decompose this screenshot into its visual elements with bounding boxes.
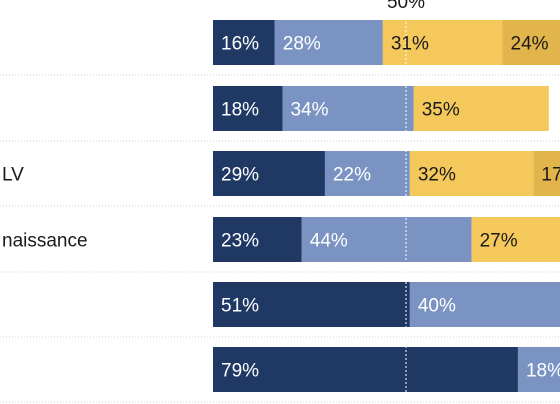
bar-segment (213, 282, 410, 327)
row-label: LV (2, 165, 24, 186)
bar-segment (213, 86, 283, 131)
bar-value-label: 18% (221, 100, 259, 121)
bar-segment (409, 282, 560, 327)
bar-segment (409, 151, 534, 196)
bar-value-label: 34% (290, 100, 328, 121)
bar-value-label: 79% (221, 361, 259, 382)
bar-value-label: 32% (418, 165, 456, 186)
bar-value-label: 29% (221, 165, 259, 186)
bar-value-label: 28% (283, 34, 321, 55)
bar-segment (324, 151, 410, 196)
bar-value-label: 24% (511, 34, 549, 55)
bar-segment (413, 86, 549, 131)
bar-segment (471, 217, 560, 262)
midline-label: 50% (387, 0, 425, 13)
bar-value-label: 35% (422, 100, 460, 121)
bar-segment (533, 151, 560, 196)
bars-layer (213, 20, 560, 392)
bar-segment (213, 151, 325, 196)
bar-value-label: 51% (221, 296, 259, 317)
row-label: naissance (2, 231, 88, 252)
bar-segment (282, 86, 414, 131)
bar-segment (213, 217, 302, 262)
bar-value-label: 23% (221, 231, 259, 252)
bar-segment (502, 20, 560, 65)
bar-value-label: 31% (391, 34, 429, 55)
bar-value-label: 16% (221, 34, 259, 55)
bar-value-label: 40% (418, 296, 456, 317)
row-dividers (0, 74, 560, 403)
bar-value-label: 22% (333, 165, 371, 186)
bar-segment (382, 20, 503, 65)
bar-value-label: 44% (310, 231, 348, 252)
bar-segment (301, 217, 472, 262)
bar-segment (517, 347, 560, 392)
bar-segment (274, 20, 383, 65)
bar-value-label: 27% (480, 231, 518, 252)
bar-segment (213, 20, 275, 65)
bar-segment (213, 347, 518, 392)
bar-value-label: 17 (541, 165, 560, 186)
labels-layer: 16% 28% 31% 24% 18% 34% 35% 29% 22% 32% 17 LV 23% 44%… (2, 0, 560, 382)
bar-value-label: 18% (526, 361, 560, 382)
